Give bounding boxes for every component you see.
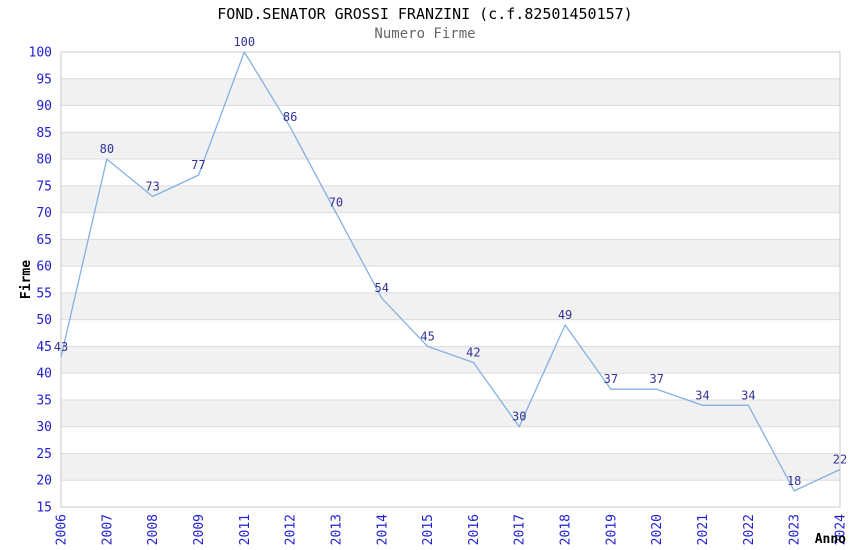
grid-band xyxy=(61,185,840,213)
y-tick-label: 85 xyxy=(36,126,52,141)
y-tick-label: 90 xyxy=(36,99,52,114)
y-tick-label: 60 xyxy=(36,260,52,275)
grid-band xyxy=(61,346,840,374)
x-tick-label: 2012 xyxy=(284,514,299,545)
data-point-label: 22 xyxy=(833,453,847,467)
y-tick-label: 35 xyxy=(36,393,52,408)
x-axis-title: Anno xyxy=(815,532,846,547)
grid-band xyxy=(61,132,840,160)
x-tick-label: 2009 xyxy=(192,514,207,545)
y-tick-label: 50 xyxy=(36,313,52,328)
y-tick-label: 95 xyxy=(36,72,52,87)
grid-band xyxy=(61,212,840,240)
y-tick-label: 80 xyxy=(36,153,52,168)
x-tick-label: 2018 xyxy=(559,514,574,545)
grid-band xyxy=(61,319,840,347)
grid-band xyxy=(61,266,840,293)
data-point-label: 43 xyxy=(54,340,68,354)
data-point-label: 73 xyxy=(145,180,159,194)
grid-band xyxy=(61,426,840,454)
data-point-label: 80 xyxy=(100,142,114,156)
data-line xyxy=(60,51,841,492)
y-tick-label: 55 xyxy=(36,286,52,301)
data-point-label: 49 xyxy=(558,308,572,322)
y-tick-label: 25 xyxy=(36,447,52,462)
grid-band xyxy=(61,239,840,267)
y-tick-label: 15 xyxy=(36,501,52,516)
chart-subtitle: Numero Firme xyxy=(374,26,476,42)
x-tick-label: 2016 xyxy=(467,514,482,545)
y-tick-label: 65 xyxy=(36,233,52,248)
y-tick-label: 30 xyxy=(36,420,52,435)
x-tick-label: 2006 xyxy=(55,514,70,545)
data-point-label: 34 xyxy=(695,388,709,402)
y-tick-label: 75 xyxy=(36,179,52,194)
data-point-label: 18 xyxy=(787,474,801,488)
x-tick-label: 2024 xyxy=(834,514,849,545)
y-tick-label: 45 xyxy=(36,340,52,355)
grid-band xyxy=(61,373,840,400)
grid-band xyxy=(61,52,840,79)
x-tick-label: 2022 xyxy=(742,514,757,545)
grid-band xyxy=(61,399,840,427)
data-point-label: 37 xyxy=(604,372,618,386)
data-point-label: 54 xyxy=(375,281,389,295)
chart-title: FOND.SENATOR GROSSI FRANZINI (c.f.825014… xyxy=(217,5,633,23)
x-tick-label: 2019 xyxy=(604,514,619,545)
x-tick-label: 2007 xyxy=(100,514,115,545)
x-tick-label: 2021 xyxy=(696,514,711,545)
data-point-label: 86 xyxy=(283,110,297,124)
grid-band xyxy=(61,292,840,320)
data-point-label: 77 xyxy=(191,158,205,172)
data-point-label: 34 xyxy=(741,388,755,402)
grid-band xyxy=(61,453,840,481)
y-tick-label: 40 xyxy=(36,367,52,382)
x-tick-label: 2014 xyxy=(375,514,390,545)
grid-band xyxy=(61,78,840,106)
x-tick-label: 2017 xyxy=(513,514,528,545)
x-tick-label: 2015 xyxy=(421,514,436,545)
data-point-label: 37 xyxy=(649,372,663,386)
data-point-label: 30 xyxy=(512,410,526,424)
x-tick-label: 2023 xyxy=(788,514,803,545)
grid-band xyxy=(61,105,840,133)
data-point-label: 42 xyxy=(466,345,480,359)
data-point-label: 45 xyxy=(420,329,434,343)
y-tick-label: 20 xyxy=(36,474,52,489)
plot-border xyxy=(60,51,841,508)
x-tick-label: 2020 xyxy=(650,514,665,545)
y-tick-label: 70 xyxy=(36,206,52,221)
x-tick-label: 2013 xyxy=(329,514,344,545)
data-point-label: 70 xyxy=(329,196,343,210)
x-tick-label: 2008 xyxy=(146,514,161,545)
x-tick-label: 2011 xyxy=(238,514,253,545)
y-tick-label: 100 xyxy=(29,46,52,61)
grid-band xyxy=(61,480,840,507)
y-axis-title: Firme xyxy=(19,260,34,299)
grid-band xyxy=(61,159,840,186)
data-point-label: 100 xyxy=(233,35,255,49)
